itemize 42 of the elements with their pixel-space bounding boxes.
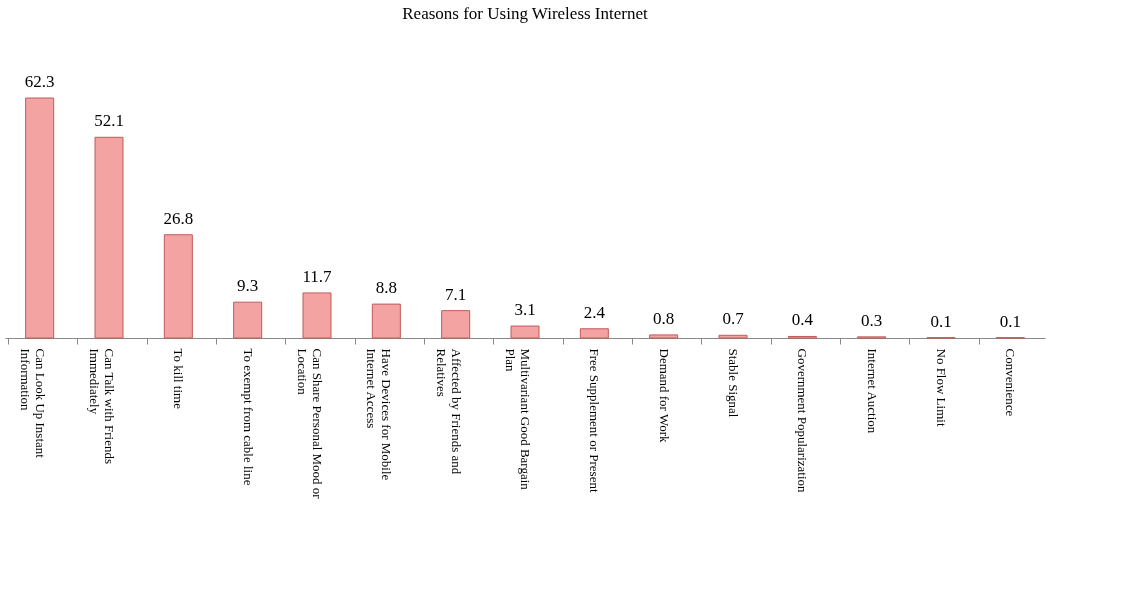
x-tick-label: Can Talk with Friends Immediately — [87, 348, 117, 464]
x-tick-label: Free Supplement or Present — [587, 348, 603, 493]
bar — [441, 310, 471, 339]
bar — [371, 303, 401, 339]
data-label: 0.8 — [653, 308, 675, 328]
x-tick-label: To kill time — [171, 348, 187, 410]
bar — [25, 97, 55, 339]
x-tick-label: Demand for Work — [656, 348, 672, 444]
data-label: 0.1 — [930, 311, 952, 331]
data-label: 2.4 — [583, 302, 606, 322]
bar — [579, 328, 609, 339]
x-tick-label: No Flow Limit — [934, 348, 949, 427]
data-label: 0.4 — [791, 310, 814, 330]
bar — [233, 301, 263, 339]
x-tick-label: Internet Auction — [864, 348, 880, 434]
data-label: 0.1 — [999, 311, 1021, 331]
data-label: 7.1 — [445, 284, 467, 304]
data-label: 9.3 — [237, 276, 259, 296]
x-tick-label: Have Devices for Mobile Internet Access — [364, 348, 395, 481]
x-tick-label: Affected by Friends and Relatives — [433, 348, 464, 475]
bar — [302, 292, 332, 339]
bar — [94, 136, 124, 339]
x-tick-label: Convenience — [1003, 348, 1019, 417]
data-label: 3.1 — [514, 300, 536, 320]
x-tick-label: Stable Signal — [726, 348, 741, 418]
chart-title: Reasons for Using Wireless Internet — [402, 4, 648, 23]
data-label: 52.1 — [94, 111, 124, 131]
data-label: 0.7 — [722, 309, 745, 329]
x-tick-label: Multivariant Good Bargain Plan — [503, 348, 533, 491]
x-tick-label: Can Share Personal Mood or Location — [295, 348, 325, 500]
x-tick-label: Government Popularization — [795, 348, 811, 494]
bar — [163, 234, 193, 339]
x-tick-label: Can Look Up Instant Information — [17, 348, 48, 459]
bar — [718, 334, 748, 339]
data-label: 11.7 — [302, 266, 333, 286]
x-tick-label: To exempt from cable line — [240, 348, 256, 486]
data-label: 62.3 — [24, 72, 55, 91]
data-label: 8.8 — [375, 278, 397, 298]
bar — [510, 325, 540, 339]
data-label: 26.8 — [163, 208, 194, 228]
bar — [649, 334, 679, 339]
data-label: 0.3 — [861, 310, 883, 330]
